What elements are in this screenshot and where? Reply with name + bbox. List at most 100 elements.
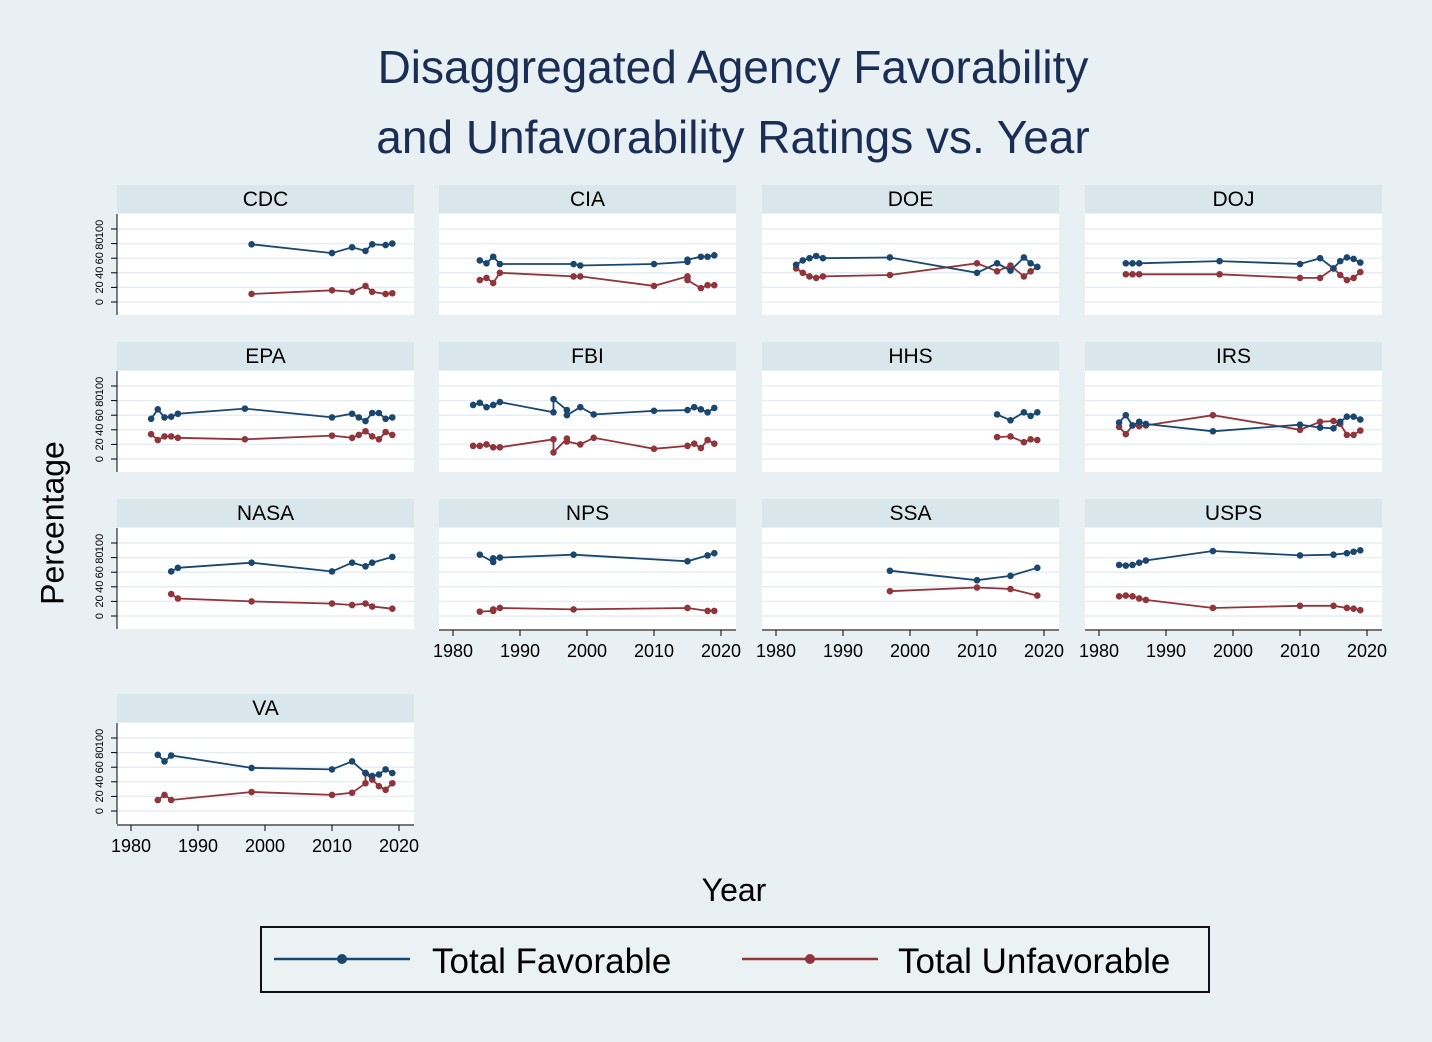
data-point-favorable xyxy=(993,260,1001,267)
data-point-unfavorable xyxy=(248,290,255,298)
data-point-favorable xyxy=(389,240,396,247)
data-point-favorable xyxy=(550,395,557,403)
data-point-favorable xyxy=(248,241,255,248)
data-point-favorable xyxy=(362,769,369,777)
data-point-favorable xyxy=(577,403,584,411)
data-point-favorable xyxy=(469,401,477,409)
data-point-unfavorable xyxy=(590,434,597,442)
data-point-unfavorable xyxy=(1027,435,1034,443)
y-tick-label: 20 xyxy=(94,438,106,450)
x-tick-label: 1990 xyxy=(823,641,863,661)
data-point-favorable xyxy=(489,253,497,261)
y-tick-label: 40 xyxy=(94,424,106,436)
data-point-unfavorable xyxy=(1027,268,1034,275)
data-point-unfavorable xyxy=(147,430,155,438)
data-point-favorable xyxy=(1216,257,1223,265)
data-point-favorable xyxy=(1142,420,1150,428)
chart-title-line-2: and Unfavorability Ratings vs. Year xyxy=(376,111,1090,163)
data-point-favorable xyxy=(248,764,255,772)
y-tick-label: 80 xyxy=(94,746,106,758)
data-point-unfavorable xyxy=(348,789,356,797)
data-point-favorable xyxy=(704,552,711,559)
data-point-favorable xyxy=(799,257,807,264)
y-tick-label: 20 xyxy=(94,790,106,802)
data-point-favorable xyxy=(704,253,711,261)
x-tick-label: 1990 xyxy=(500,641,540,661)
data-point-favorable xyxy=(973,576,981,584)
data-point-favorable xyxy=(348,410,356,418)
data-point-favorable xyxy=(483,260,490,267)
data-point-favorable xyxy=(382,766,389,773)
data-point-unfavorable xyxy=(819,273,827,280)
data-point-favorable xyxy=(993,411,1001,418)
data-point-favorable xyxy=(1122,411,1130,419)
data-point-favorable xyxy=(684,406,691,414)
plot-area-usps xyxy=(1085,528,1382,629)
data-point-favorable xyxy=(248,559,255,567)
data-point-favorable xyxy=(348,243,356,251)
data-point-unfavorable xyxy=(550,435,557,443)
data-point-unfavorable xyxy=(362,282,369,290)
data-point-favorable xyxy=(476,551,484,558)
data-point-favorable xyxy=(711,251,718,259)
data-point-unfavorable xyxy=(1034,592,1041,599)
data-point-favorable xyxy=(174,410,182,418)
x-tick-label: 1990 xyxy=(178,836,218,856)
data-point-favorable xyxy=(328,568,336,575)
y-tick-label: 40 xyxy=(94,267,106,279)
data-point-favorable xyxy=(1296,552,1304,559)
data-point-favorable xyxy=(1135,418,1143,426)
legend: Total Favorable Total Unfavorable xyxy=(260,926,1210,993)
data-point-favorable xyxy=(570,260,577,268)
data-point-unfavorable xyxy=(1122,270,1130,278)
data-point-unfavorable xyxy=(362,427,369,435)
data-point-favorable xyxy=(1007,417,1014,424)
data-point-favorable xyxy=(328,414,336,421)
data-point-unfavorable xyxy=(174,595,182,602)
data-point-unfavorable xyxy=(348,434,356,442)
data-point-favorable xyxy=(1316,254,1324,262)
data-point-favorable xyxy=(167,752,175,759)
data-point-favorable xyxy=(382,241,389,249)
data-point-favorable xyxy=(973,269,981,277)
data-point-favorable xyxy=(1115,419,1123,426)
panel-header-cia: CIA xyxy=(439,185,736,213)
y-tick-label: 0 xyxy=(94,456,106,462)
data-point-favorable xyxy=(550,408,557,416)
legend-swatch-unfavorable xyxy=(742,954,878,964)
data-point-unfavorable xyxy=(704,281,711,289)
data-point-favorable xyxy=(496,260,504,268)
data-point-favorable xyxy=(1330,425,1337,432)
data-point-favorable xyxy=(684,256,691,263)
data-point-unfavorable xyxy=(328,287,336,294)
data-point-favorable xyxy=(697,253,705,261)
y-tick-label: 60 xyxy=(94,409,106,421)
data-point-unfavorable xyxy=(697,444,705,452)
data-point-favorable xyxy=(590,411,597,418)
data-point-favorable xyxy=(161,414,168,421)
data-point-favorable xyxy=(362,417,369,425)
data-point-favorable xyxy=(1343,254,1351,261)
x-tick-label: 1990 xyxy=(1146,641,1186,661)
data-point-favorable xyxy=(1135,559,1143,567)
data-point-unfavorable xyxy=(368,603,376,610)
data-point-favorable xyxy=(355,414,363,421)
y-tick-label: 20 xyxy=(94,595,106,607)
data-point-unfavorable xyxy=(650,282,658,290)
panel-header-fbi: FBI xyxy=(439,342,736,370)
data-point-favorable xyxy=(650,407,658,415)
data-point-unfavorable xyxy=(382,786,389,794)
data-point-unfavorable xyxy=(476,608,484,615)
data-point-favorable xyxy=(1357,259,1364,266)
y-tick-label: 60 xyxy=(94,566,106,578)
panel-header-epa: EPA xyxy=(117,342,414,370)
data-point-unfavorable xyxy=(154,436,162,444)
data-point-unfavorable xyxy=(1316,418,1324,426)
data-point-unfavorable xyxy=(489,606,497,613)
x-tick-label: 2020 xyxy=(1024,641,1064,661)
data-point-unfavorable xyxy=(154,796,162,804)
data-point-favorable xyxy=(167,568,175,575)
plot-area-nps xyxy=(439,528,736,629)
data-point-unfavorable xyxy=(1142,596,1150,604)
data-point-unfavorable xyxy=(711,440,718,447)
